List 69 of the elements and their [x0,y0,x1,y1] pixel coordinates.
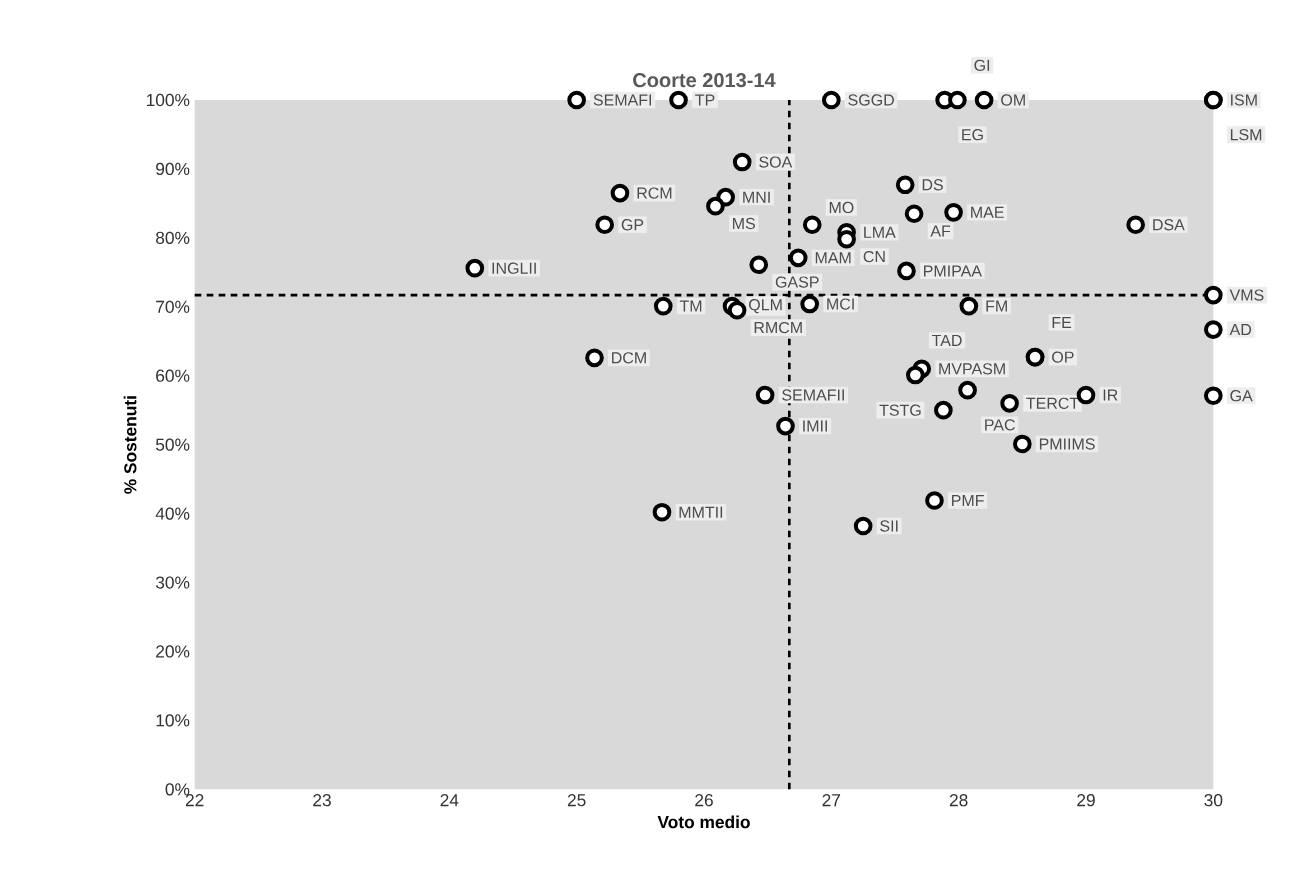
y-tick-label: 100% [146,93,190,106]
x-tick-label: 27 [822,793,841,806]
annotation: GASP [775,276,819,288]
annotation: TERCT [1026,397,1079,409]
y-tick-label: 20% [156,645,190,658]
annotation: DCM [612,351,646,364]
annotation: PMIIMS [1039,438,1095,450]
annotation: SEMAFI [593,94,652,106]
annotation: SII [880,520,898,532]
y-tick-label: 60% [156,369,190,382]
annotation: INGLII [492,262,536,274]
annotation: QLM [749,298,782,314]
annotation: SOA [759,156,793,168]
annotation: ISM [1231,94,1257,106]
annotation: AF [930,225,951,237]
y-tick-label: 90% [156,162,190,175]
annotation: DSA [1153,218,1185,231]
annotation: SGGD [848,94,894,106]
annotation: LSM [1230,128,1262,141]
x-tick-label: 29 [1077,793,1095,807]
annotation: LMA [864,226,896,238]
annotation: RMCM [754,321,802,334]
annotation: MMTII [679,506,723,518]
annotation: FE [1052,316,1072,328]
annotation: IR [1103,389,1118,401]
annotation: MNI [743,191,770,203]
x-tick-label: 30 [1204,793,1223,807]
annotation: MVPASM [939,363,1005,375]
annotation: TSTG [879,404,921,416]
annotation: MO [829,201,854,213]
y-tick-label: 80% [156,231,190,244]
x-tick-label: 25 [567,793,586,807]
y-tick-label: 0% [165,783,190,796]
annotation: MAE [971,206,1004,218]
annotation: GP [621,218,644,231]
annotation: PMIPAA [924,265,982,277]
y-tick-label: 30% [155,576,190,589]
annotation: GI [974,59,990,71]
y-axis-title: % Sostenuti [123,396,137,494]
annotation: MS [733,217,755,229]
annotation: PAC [985,419,1015,431]
annotation: MCI [827,298,854,310]
x-tick-label: 23 [313,793,331,807]
annotation: DS [922,178,943,191]
chart-title: Coorte 2013-14 [633,72,776,88]
annotation: EG [962,128,983,141]
annotation: MAM [815,252,851,264]
annotation: OM [1001,94,1025,106]
annotation: PMF [952,494,984,506]
annotation: TAD [931,334,962,346]
annotation: FM [986,300,1007,312]
y-tick-label: 10% [156,714,190,727]
annotation: TP [695,94,715,106]
annotation: IMII [803,420,827,432]
annotation: VMS [1229,289,1264,301]
annotation: CN [863,250,885,263]
x-tick-label: 24 [440,793,459,806]
x-axis-title: Voto medio [657,815,750,829]
annotation: OP [1052,351,1074,363]
y-tick-label: 70% [156,300,190,313]
y-tick-label: 40% [155,507,190,520]
annotation: GA [1230,389,1253,402]
x-tick-label: 28 [949,793,968,807]
y-tick-label: 50% [155,438,190,451]
annotation: RCM [637,187,672,199]
annotation: AD [1229,323,1252,335]
annotation: TM [679,300,702,312]
x-tick-label: 26 [695,793,713,807]
annotation: SEMAFII [782,389,844,401]
